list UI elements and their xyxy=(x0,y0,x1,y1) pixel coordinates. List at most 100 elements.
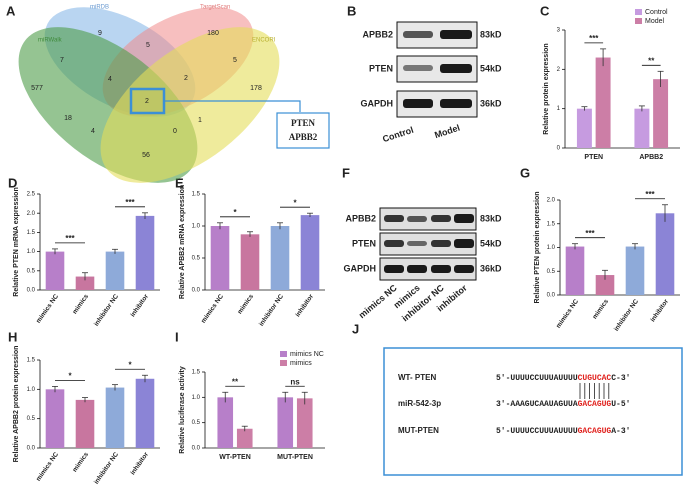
y-tick-label: 2.0 xyxy=(547,198,556,204)
blot-size: 36kD xyxy=(480,98,502,108)
bar xyxy=(595,275,615,295)
legend-swatch xyxy=(635,18,642,24)
bar xyxy=(653,79,669,148)
chart: 0.0 0.5 1.0 1.5 2.0 2.5 Relative PTEN mRNA exp… xyxy=(13,187,160,328)
callout-line xyxy=(164,100,301,112)
venn-count: 180 xyxy=(207,30,219,37)
sequence-label: MUT-PTEN xyxy=(398,426,439,435)
bar xyxy=(277,397,294,448)
venn-count: 577 xyxy=(31,85,43,92)
y-tick-label: 1 xyxy=(557,106,561,112)
legend-swatch xyxy=(280,360,287,366)
band xyxy=(407,265,427,273)
x-tick-label: mimics NC xyxy=(555,298,580,330)
bar xyxy=(595,57,611,148)
venn-count: 5 xyxy=(146,42,150,49)
sequence-part: 5'-UUUUCCUUUAUUUU xyxy=(496,427,578,436)
band xyxy=(403,31,433,38)
x-tick-label: MUT-PTEN xyxy=(277,454,313,461)
band xyxy=(431,215,451,222)
y-tick-label: 0.5 xyxy=(547,269,556,275)
panel-letter: F xyxy=(342,165,350,180)
venn-count: 9 xyxy=(98,30,102,37)
legend-label: Model xyxy=(645,18,665,25)
panel-letter: B xyxy=(347,3,356,18)
x-tick-label: inhibitor NC xyxy=(613,298,640,333)
sequence-part: U-5' xyxy=(611,400,630,409)
sequence-label: miR-542-3p xyxy=(398,399,441,408)
y-tick-label: 2.0 xyxy=(27,211,36,217)
y-tick-label: 1.0 xyxy=(192,395,201,401)
sequence-part: 5'-UUUUCCUUUAUUUU xyxy=(496,374,578,383)
bar xyxy=(135,215,155,290)
callout-text: APBB2 xyxy=(289,132,318,142)
band xyxy=(454,265,474,273)
y-tick-label: 1.5 xyxy=(192,370,201,376)
sequence-part: 3'-AAAGUCAAUAGUUA xyxy=(496,400,578,409)
y-tick-label: 0.5 xyxy=(192,256,201,262)
sequence-panel: WT- PTEN 5'-UUUUCCUUUAUUUUCUGUCACC-3'miR-… xyxy=(383,347,683,476)
panel-letter: A xyxy=(6,3,16,18)
bar xyxy=(45,251,65,290)
x-tick-label: inhibitor NC xyxy=(93,293,120,328)
chart: 0.0 0.5 1.0 1.5 Relative luciferase activity… xyxy=(179,351,325,461)
band xyxy=(407,241,427,246)
y-tick-label: 1.5 xyxy=(27,358,36,364)
x-tick-label: mimics NC xyxy=(35,293,60,325)
sequence-box xyxy=(383,347,683,476)
band xyxy=(440,64,472,73)
sequence: 3'-AAAGUCAAUAGUUAGACAGUGU-5' xyxy=(496,400,630,409)
band xyxy=(384,265,404,273)
significance-label: *** xyxy=(65,234,75,243)
x-tick-label: inhibitor xyxy=(294,293,315,319)
significance-label: *** xyxy=(125,198,135,207)
bar xyxy=(105,251,125,290)
x-tick-label: mimics xyxy=(591,298,610,321)
bar xyxy=(217,397,234,448)
blot-protein: PTEN xyxy=(369,63,393,73)
y-tick-label: 1.0 xyxy=(27,249,36,255)
y-tick-label: 1.0 xyxy=(547,245,556,251)
seed-site: GACAGUG xyxy=(578,400,612,409)
y-tick-label: 0.0 xyxy=(27,288,36,294)
x-tick-label: mimics xyxy=(71,451,90,474)
legend-label: mimics xyxy=(290,360,312,367)
y-tick-label: 1.5 xyxy=(547,221,556,227)
x-tick-label: inhibitor xyxy=(129,451,150,477)
sequence-part: C-3' xyxy=(611,374,630,383)
y-tick-label: 0.0 xyxy=(192,446,201,452)
venn-count: 2 xyxy=(145,98,149,105)
legend-label: mimics NC xyxy=(290,351,324,358)
significance-label: *** xyxy=(645,190,655,199)
x-tick-label: WT-PTEN xyxy=(219,454,251,461)
significance-label: * xyxy=(68,372,72,381)
blot-b: APBB2 PTEN GAPDH 83kD 54kD 36kD Control … xyxy=(360,21,502,144)
band xyxy=(384,215,404,222)
y-tick-label: 0.5 xyxy=(27,268,36,274)
bar xyxy=(105,387,125,448)
blot-protein: APBB2 xyxy=(345,213,376,223)
band xyxy=(431,240,451,247)
blot-size: 54kD xyxy=(480,63,502,73)
chart: 0 1 2 3 Relative protein expression Control Mo… xyxy=(543,9,680,161)
bar xyxy=(75,276,95,290)
sequence: 5'-UUUUCCUUUAUUUUCUGUCACC-3' xyxy=(496,374,630,383)
y-tick-label: 0.5 xyxy=(192,420,201,426)
chart: 0.0 0.5 1.0 1.5 Relative APBB2 mRNA expressi… xyxy=(179,185,325,328)
venn-set-label: miRDB xyxy=(90,5,109,11)
panel-letter: E xyxy=(175,175,184,190)
venn-count: 7 xyxy=(60,57,64,64)
y-tick-label: 0.5 xyxy=(27,416,36,422)
significance-label: * xyxy=(128,360,132,369)
seed-site: CUGUCAC xyxy=(578,374,612,383)
venn: miRDB TargetScan miRWalk ENCORI 9 180 7 … xyxy=(18,5,330,183)
band xyxy=(454,214,474,223)
panel-letter: D xyxy=(8,175,17,190)
blot-frame xyxy=(379,232,477,256)
venn-count: 2 xyxy=(184,75,188,82)
band xyxy=(440,30,472,39)
band xyxy=(454,239,474,248)
bar xyxy=(625,246,645,295)
venn-count: 0 xyxy=(173,128,177,135)
y-tick-label: 0 xyxy=(557,146,561,152)
